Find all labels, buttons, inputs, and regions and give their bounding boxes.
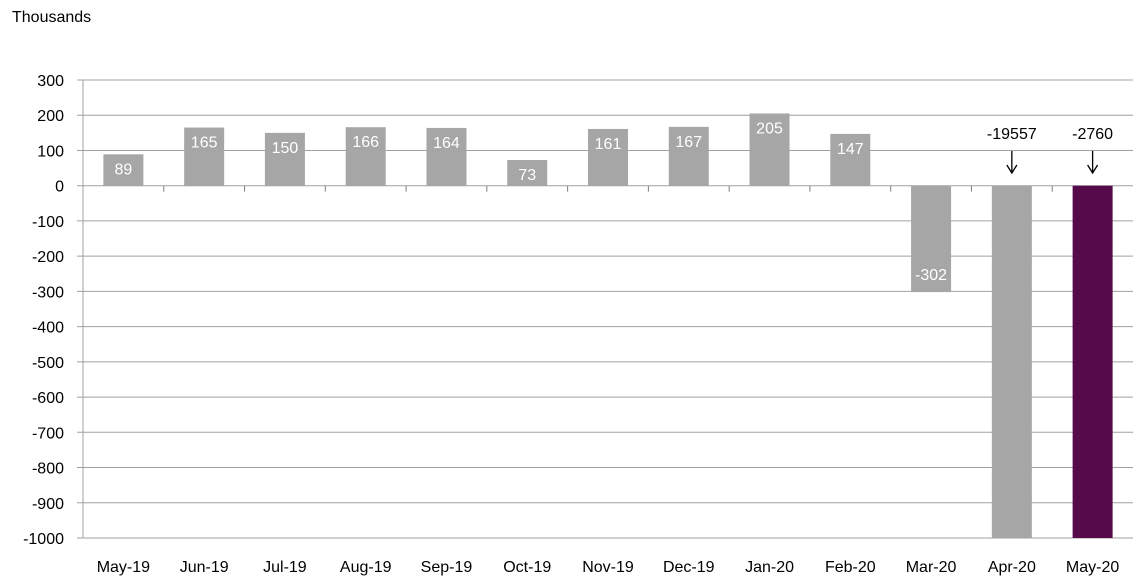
y-tick-label: -800	[32, 461, 64, 478]
x-tick-label: Nov-19	[582, 559, 634, 576]
data-label: 150	[272, 140, 299, 157]
x-tick-label: Jan-20	[745, 559, 794, 576]
y-tick-label: -1000	[23, 531, 64, 548]
bar	[830, 133, 871, 186]
bar	[103, 154, 144, 186]
y-tick-label: -200	[32, 249, 64, 266]
bar	[1072, 185, 1113, 538]
data-label: 166	[352, 134, 379, 151]
x-tick-label: Jul-19	[263, 559, 307, 576]
down-arrow-icon	[1087, 151, 1099, 175]
data-label: 167	[675, 134, 702, 151]
data-label: 73	[518, 167, 536, 184]
data-label: 89	[114, 161, 132, 178]
bar	[345, 127, 386, 186]
data-label: 164	[433, 135, 460, 152]
bar	[668, 126, 709, 186]
y-tick-label: 0	[55, 179, 64, 196]
x-tick-label: Aug-19	[340, 559, 392, 576]
x-tick-label: Jun-19	[180, 559, 229, 576]
y-tick-label: -400	[32, 320, 64, 337]
data-label: 147	[837, 141, 864, 158]
y-tick-label: -500	[32, 355, 64, 372]
data-label: -302	[915, 267, 947, 284]
bar	[749, 113, 790, 186]
y-tick-label: 300	[37, 73, 64, 90]
y-tick-label: -600	[32, 390, 64, 407]
bar	[507, 159, 548, 186]
x-tick-label: Mar-20	[906, 559, 957, 576]
bar	[184, 127, 225, 186]
bar	[264, 132, 305, 186]
data-label: 161	[595, 136, 622, 153]
data-label: 205	[756, 120, 783, 137]
y-tick-label: -100	[32, 214, 64, 231]
data-label: 165	[191, 135, 218, 152]
x-tick-label: Dec-19	[663, 559, 715, 576]
unit-label: Thousands	[12, 9, 92, 26]
x-tick-label: Apr-20	[988, 559, 1036, 576]
data-label: -19557	[987, 126, 1037, 143]
y-tick-label: -900	[32, 496, 64, 513]
bar	[426, 127, 467, 186]
bar	[911, 185, 952, 293]
y-tick-label: 100	[37, 143, 64, 160]
y-tick-label: -700	[32, 425, 64, 442]
x-tick-label: May-20	[1066, 559, 1119, 576]
x-tick-label: Sep-19	[421, 559, 473, 576]
y-tick-label: -300	[32, 284, 64, 301]
data-label: -2760	[1072, 126, 1113, 143]
down-arrow-icon	[1006, 151, 1018, 175]
bar	[991, 185, 1032, 538]
x-tick-label: Feb-20	[825, 559, 876, 576]
bar	[588, 128, 628, 186]
x-tick-label: May-19	[97, 559, 150, 576]
x-tick-label: Oct-19	[503, 559, 551, 576]
y-tick-label: 200	[37, 108, 64, 125]
